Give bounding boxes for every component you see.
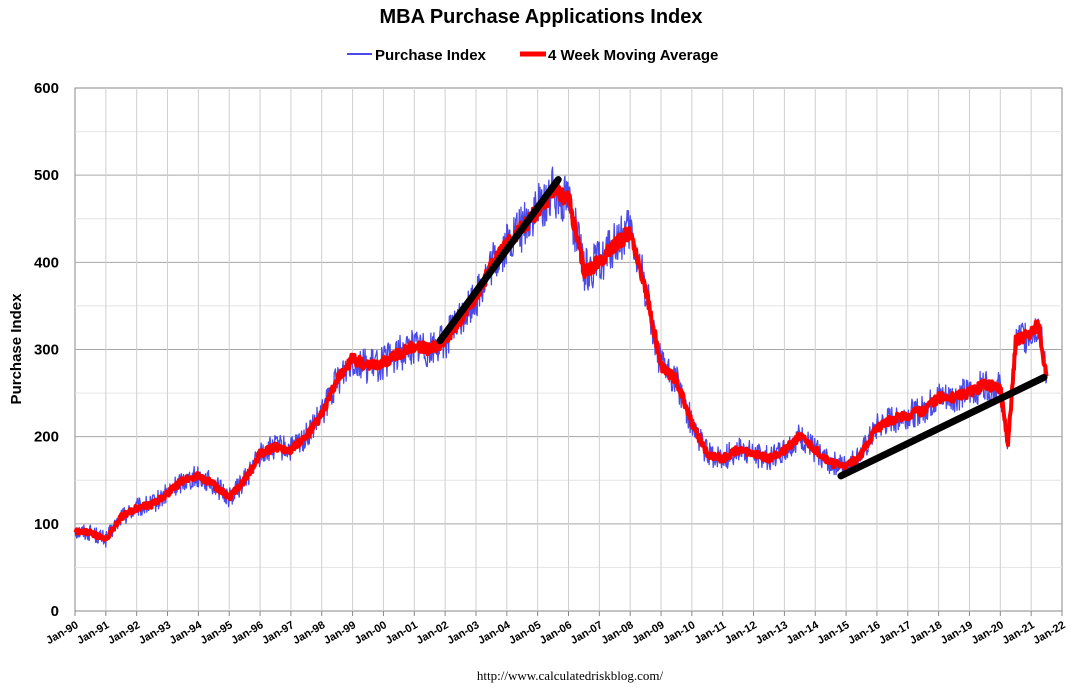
x-tick-label: Jan-94 xyxy=(168,619,205,647)
y-tick-label: 600 xyxy=(34,80,59,97)
x-tick-label: Jan-90 xyxy=(44,619,80,647)
x-tick-label: Jan-16 xyxy=(846,619,882,647)
x-tick-label: Jan-22 xyxy=(1031,619,1067,647)
legend: Purchase Index 4 Week Moving Average xyxy=(347,47,718,64)
y-tick-label: 300 xyxy=(34,342,59,359)
x-tick-label: Jan-91 xyxy=(75,619,111,647)
x-tick-label: Jan-92 xyxy=(106,619,142,647)
x-tick-label: Jan-08 xyxy=(599,619,635,647)
y-tick-label: 200 xyxy=(34,429,59,446)
x-tick-label: Jan-19 xyxy=(939,619,975,647)
x-tick-label: Jan-12 xyxy=(723,619,759,647)
trend-line xyxy=(436,176,562,345)
x-tick-label: Jan-02 xyxy=(414,619,450,647)
legend-label-purchase-index: Purchase Index xyxy=(375,47,487,64)
chart-title: MBA Purchase Applications Index xyxy=(379,6,702,28)
y-axis-label: Purchase Index xyxy=(8,293,25,405)
x-tick-label: Jan-09 xyxy=(630,619,666,647)
x-tick-label: Jan-98 xyxy=(291,619,327,647)
x-tick-label: Jan-14 xyxy=(785,619,822,647)
x-tick-label: Jan-96 xyxy=(229,619,265,647)
x-tick-label: Jan-15 xyxy=(815,619,851,647)
x-tick-label: Jan-13 xyxy=(754,619,790,647)
y-tick-label: 500 xyxy=(34,167,59,184)
plot-area xyxy=(73,166,1049,548)
x-tick-label: Jan-04 xyxy=(476,619,513,647)
x-tick-label: Jan-17 xyxy=(877,619,913,647)
y-tick-label: 100 xyxy=(34,516,59,533)
x-tick-label: Jan-11 xyxy=(693,619,729,647)
source-url: http://www.calculatedriskblog.com/ xyxy=(477,668,664,683)
x-tick-label: Jan-06 xyxy=(538,619,574,647)
x-tick-label: Jan-05 xyxy=(507,619,543,647)
grid xyxy=(74,87,1063,612)
x-tick-label: Jan-20 xyxy=(970,619,1006,647)
x-tick-label: Jan-99 xyxy=(322,619,358,647)
y-tick-label: 400 xyxy=(34,254,59,271)
x-tick-label: Jan-07 xyxy=(569,619,605,647)
trend-line xyxy=(837,373,1048,480)
x-axis-ticks: Jan-90Jan-91Jan-92Jan-93Jan-94Jan-95Jan-… xyxy=(44,611,1068,647)
legend-label-moving-average: 4 Week Moving Average xyxy=(548,47,718,64)
x-tick-label: Jan-10 xyxy=(661,619,697,647)
series-line-moving-average xyxy=(73,183,1049,542)
x-tick-label: Jan-00 xyxy=(353,619,389,647)
y-axis-ticks: 0 100 200 300 400 500 600 xyxy=(34,80,59,620)
x-tick-label: Jan-18 xyxy=(908,619,944,647)
x-tick-label: Jan-03 xyxy=(445,619,481,647)
x-tick-label: Jan-21 xyxy=(1000,619,1036,647)
x-tick-label: Jan-97 xyxy=(260,619,296,647)
y-tick-label: 0 xyxy=(51,603,59,620)
x-tick-label: Jan-01 xyxy=(384,619,420,647)
x-tick-label: Jan-95 xyxy=(199,619,235,647)
x-tick-label: Jan-93 xyxy=(137,619,173,647)
